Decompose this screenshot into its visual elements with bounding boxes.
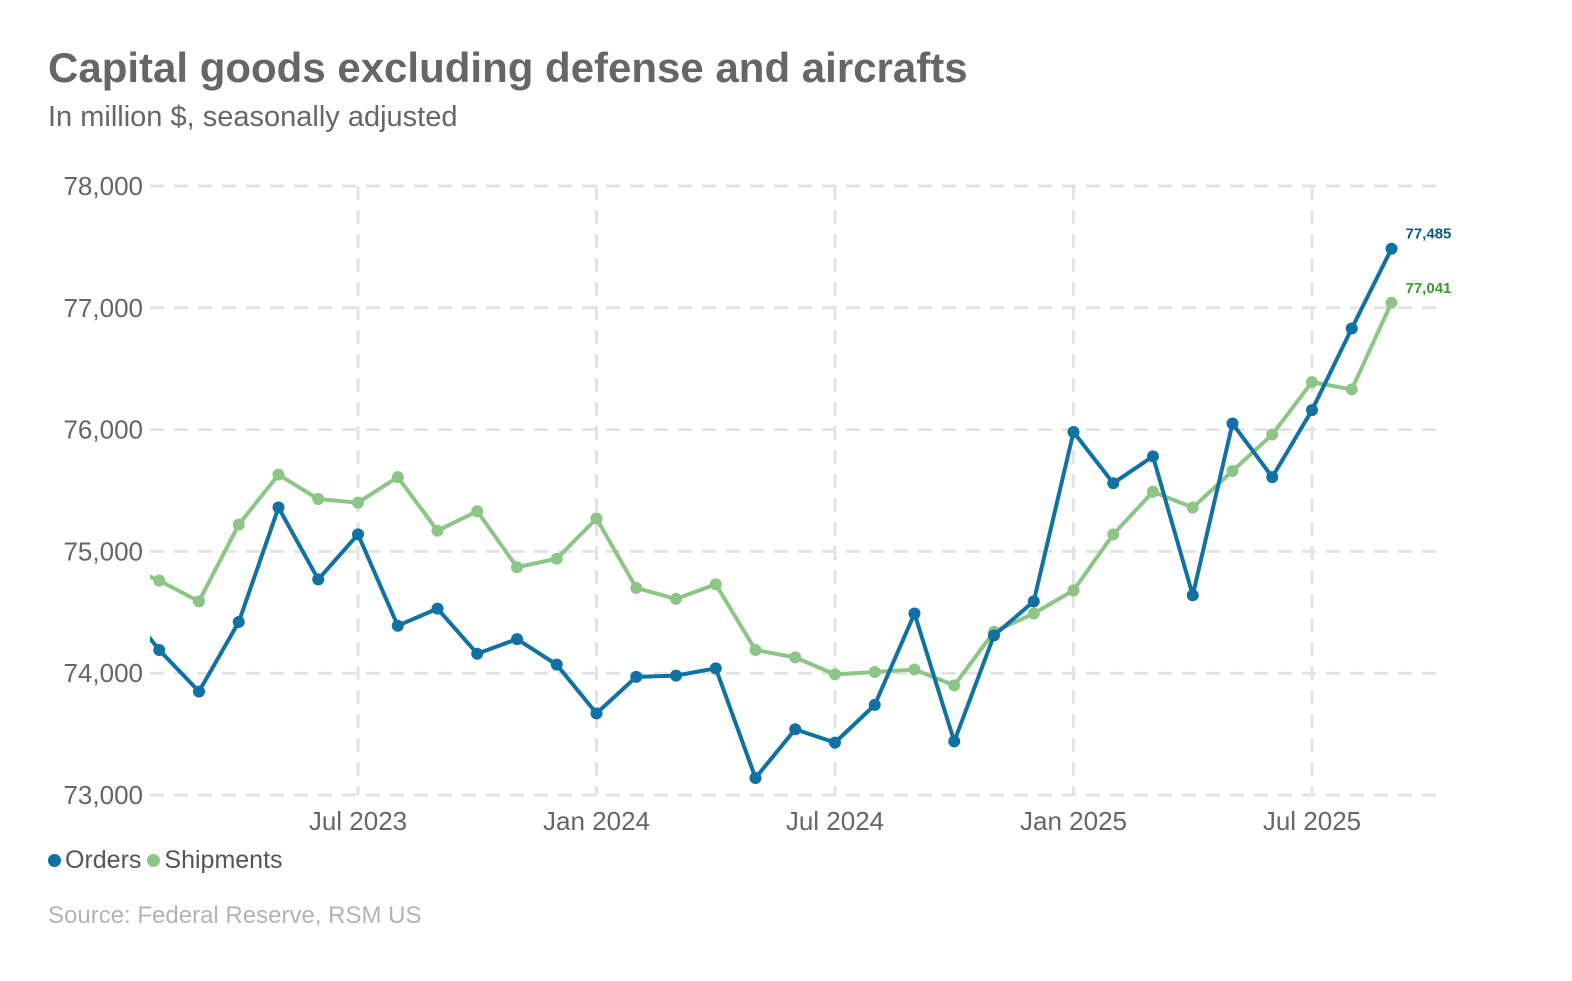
data-point-orders xyxy=(868,698,881,711)
data-point-orders xyxy=(1147,450,1159,463)
x-tick-label: Jul 2025 xyxy=(1263,806,1361,836)
chart-title: Capital goods excluding defense and airc… xyxy=(48,44,968,91)
x-tick-label: Jul 2024 xyxy=(786,806,884,836)
legend-dot-icon xyxy=(48,854,61,867)
data-point-shipments xyxy=(948,679,961,692)
series-line-orders xyxy=(150,247,1394,780)
series-orders xyxy=(114,242,1398,784)
data-point-shipments xyxy=(868,665,881,678)
legend-item-shipments[interactable]: Shipments xyxy=(147,846,283,875)
data-point-shipments xyxy=(471,505,484,518)
data-point-shipments xyxy=(1385,296,1398,309)
data-point-shipments xyxy=(908,663,921,676)
data-point-shipments xyxy=(1107,528,1120,541)
data-point-orders xyxy=(829,736,841,749)
data-point-orders xyxy=(193,685,205,698)
data-point-orders xyxy=(1266,471,1279,484)
data-point-orders xyxy=(352,528,364,541)
data-point-shipments xyxy=(431,524,444,537)
data-point-orders xyxy=(511,633,523,646)
data-point-orders xyxy=(232,616,245,629)
data-point-shipments xyxy=(232,518,245,531)
x-tick-label: Jan 2024 xyxy=(543,806,650,836)
data-point-orders xyxy=(431,602,444,615)
data-point-orders xyxy=(789,723,802,736)
data-point-orders xyxy=(948,735,961,748)
data-point-shipments xyxy=(1186,501,1199,514)
data-point-orders xyxy=(272,501,285,514)
y-tick-label: 75,000 xyxy=(63,536,143,566)
data-point-orders xyxy=(1107,477,1120,490)
y-tick-label: 78,000 xyxy=(63,171,143,201)
data-point-orders xyxy=(1385,242,1398,255)
data-point-shipments xyxy=(1345,383,1358,396)
x-axis-ticks: Jul 2023 Jan 2024 Jul 2024 Jan 2025 Jul 2025 xyxy=(309,806,1361,836)
data-point-shipments xyxy=(590,512,603,525)
data-point-shipments xyxy=(749,644,762,657)
data-point-orders xyxy=(1226,417,1239,430)
data-point-orders xyxy=(590,707,603,720)
series-line-shipments xyxy=(150,301,1394,688)
data-point-shipments xyxy=(1147,485,1159,498)
data-point-orders xyxy=(391,619,404,632)
y-tick-label: 74,000 xyxy=(63,658,143,688)
data-point-shipments xyxy=(1266,428,1279,441)
data-point-shipments xyxy=(312,493,325,506)
data-point-shipments xyxy=(1067,584,1080,597)
x-tick-label: Jul 2023 xyxy=(309,806,407,836)
legend: Orders Shipments xyxy=(48,846,289,875)
legend-label: Shipments xyxy=(164,846,283,874)
data-point-orders xyxy=(312,573,325,586)
data-point-orders xyxy=(630,670,643,683)
series-shipments xyxy=(150,296,1398,692)
data-point-orders xyxy=(709,662,722,675)
chart-subtitle: In million $, seasonally adjusted xyxy=(48,101,458,133)
data-point-orders xyxy=(988,629,1000,642)
data-point-shipments xyxy=(1306,376,1318,389)
grid-lines xyxy=(150,184,1440,797)
data-point-orders xyxy=(1027,595,1040,608)
data-point-orders xyxy=(114,594,126,606)
data-point-orders xyxy=(1067,426,1080,439)
data-point-orders xyxy=(749,771,762,784)
data-point-orders xyxy=(1186,589,1199,602)
data-point-shipments xyxy=(630,581,643,594)
data-point-shipments xyxy=(391,471,404,484)
legend-item-orders[interactable]: Orders xyxy=(48,846,141,875)
data-point-shipments xyxy=(1226,465,1239,478)
x-tick-label: Jan 2025 xyxy=(1020,806,1127,836)
data-point-orders xyxy=(670,669,682,682)
data-point-orders xyxy=(1306,404,1318,417)
data-point-orders xyxy=(908,607,921,620)
data-point-shipments xyxy=(511,561,523,574)
end-label-shipments: 77,041 xyxy=(1406,280,1452,297)
data-point-orders xyxy=(550,658,563,671)
data-point-shipments xyxy=(153,574,166,587)
y-tick-label: 76,000 xyxy=(63,415,143,445)
data-point-shipments xyxy=(670,592,682,605)
data-point-shipments xyxy=(550,552,563,565)
y-axis-ticks: 73,000 74,000 75,000 76,000 77,000 78,000 xyxy=(63,171,143,810)
y-tick-label: 77,000 xyxy=(63,293,143,323)
data-point-shipments xyxy=(709,578,722,591)
data-point-shipments xyxy=(789,651,802,664)
end-label-orders: 77,485 xyxy=(1406,226,1452,243)
data-point-orders xyxy=(471,647,484,660)
data-point-shipments xyxy=(352,496,364,509)
data-point-orders xyxy=(1345,322,1358,335)
data-point-shipments xyxy=(272,468,285,481)
data-point-shipments xyxy=(193,595,205,608)
series-group: 77,041 77,485 xyxy=(114,226,1452,784)
legend-label: Orders xyxy=(65,846,142,874)
data-point-shipments xyxy=(1027,607,1040,620)
source-note: Source: Federal Reserve, RSM US xyxy=(48,902,422,929)
legend-dot-icon xyxy=(147,854,161,867)
y-tick-label: 73,000 xyxy=(63,780,143,810)
data-point-orders xyxy=(153,644,166,657)
data-point-shipments xyxy=(829,668,841,681)
